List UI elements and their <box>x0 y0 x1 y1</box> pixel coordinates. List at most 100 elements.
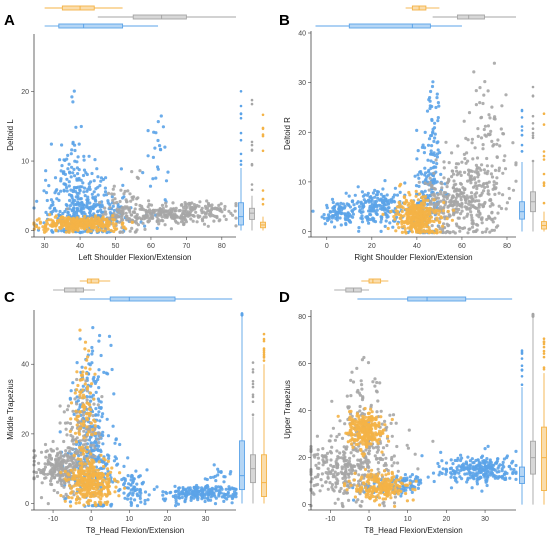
point <box>453 231 457 235</box>
point <box>68 500 72 504</box>
point <box>99 449 103 454</box>
point <box>58 421 62 425</box>
point <box>74 195 78 199</box>
point <box>451 186 455 190</box>
outlier-point <box>542 158 546 161</box>
point <box>426 198 430 202</box>
point <box>430 190 434 195</box>
point <box>136 196 140 200</box>
point <box>406 222 410 226</box>
point <box>164 179 169 183</box>
point <box>77 482 81 486</box>
point <box>504 93 508 97</box>
point <box>209 208 213 212</box>
point <box>62 495 66 499</box>
series-orange-a <box>32 213 134 234</box>
point <box>143 224 147 228</box>
point <box>110 192 114 196</box>
point <box>490 463 495 467</box>
point <box>75 377 79 382</box>
point <box>471 476 475 480</box>
point <box>440 471 444 476</box>
point <box>35 199 39 203</box>
point <box>92 402 96 406</box>
point <box>416 173 420 177</box>
point <box>488 204 492 208</box>
point <box>82 487 86 491</box>
point <box>121 218 125 222</box>
y-tick-label: 30 <box>298 80 306 87</box>
point <box>476 175 480 179</box>
point <box>474 181 478 185</box>
point <box>321 463 325 467</box>
point <box>83 340 88 344</box>
point <box>224 217 228 222</box>
point <box>423 166 427 170</box>
point <box>69 504 73 508</box>
point <box>50 230 54 234</box>
point <box>80 365 84 369</box>
outlier-point <box>239 116 243 120</box>
point <box>59 451 63 455</box>
point <box>76 172 80 176</box>
point <box>432 198 436 202</box>
point <box>497 470 501 474</box>
point <box>493 476 497 480</box>
point <box>70 148 74 152</box>
point <box>428 99 432 103</box>
point <box>76 155 80 159</box>
point <box>450 151 454 155</box>
x-axis-title: T8_Head Flexion/Extension <box>86 526 184 535</box>
point <box>342 445 346 449</box>
point <box>99 453 103 457</box>
point <box>483 171 487 175</box>
point <box>429 166 433 170</box>
point <box>332 489 336 493</box>
point <box>108 492 112 496</box>
point <box>423 146 427 150</box>
point <box>432 179 436 183</box>
point <box>469 213 473 217</box>
point <box>326 487 330 491</box>
point <box>429 134 433 138</box>
point <box>73 391 77 395</box>
point <box>58 430 62 434</box>
point <box>81 413 85 417</box>
point <box>467 111 472 115</box>
point <box>89 443 93 447</box>
point <box>154 176 158 180</box>
point <box>442 211 446 215</box>
point <box>205 199 209 203</box>
point <box>444 231 448 235</box>
point <box>321 458 325 462</box>
point <box>466 159 470 163</box>
point <box>209 475 213 480</box>
point <box>97 495 101 499</box>
point <box>113 455 117 459</box>
point <box>356 185 360 189</box>
point <box>436 101 440 105</box>
point <box>76 202 80 206</box>
point <box>104 371 108 375</box>
point <box>76 478 80 482</box>
point <box>191 206 195 210</box>
point <box>192 496 196 500</box>
point <box>375 380 379 385</box>
point <box>407 428 411 432</box>
point <box>479 116 483 120</box>
point <box>63 209 67 214</box>
point <box>366 218 370 222</box>
point <box>426 218 430 222</box>
x-boxplot-gray <box>432 14 516 20</box>
point <box>123 477 127 481</box>
point <box>90 382 94 386</box>
point <box>483 80 487 84</box>
point <box>43 462 47 466</box>
outlier-point <box>250 140 254 144</box>
point <box>91 206 95 211</box>
point <box>121 206 125 210</box>
point <box>112 208 116 213</box>
point <box>325 451 330 455</box>
point <box>390 464 394 468</box>
point <box>99 501 103 505</box>
